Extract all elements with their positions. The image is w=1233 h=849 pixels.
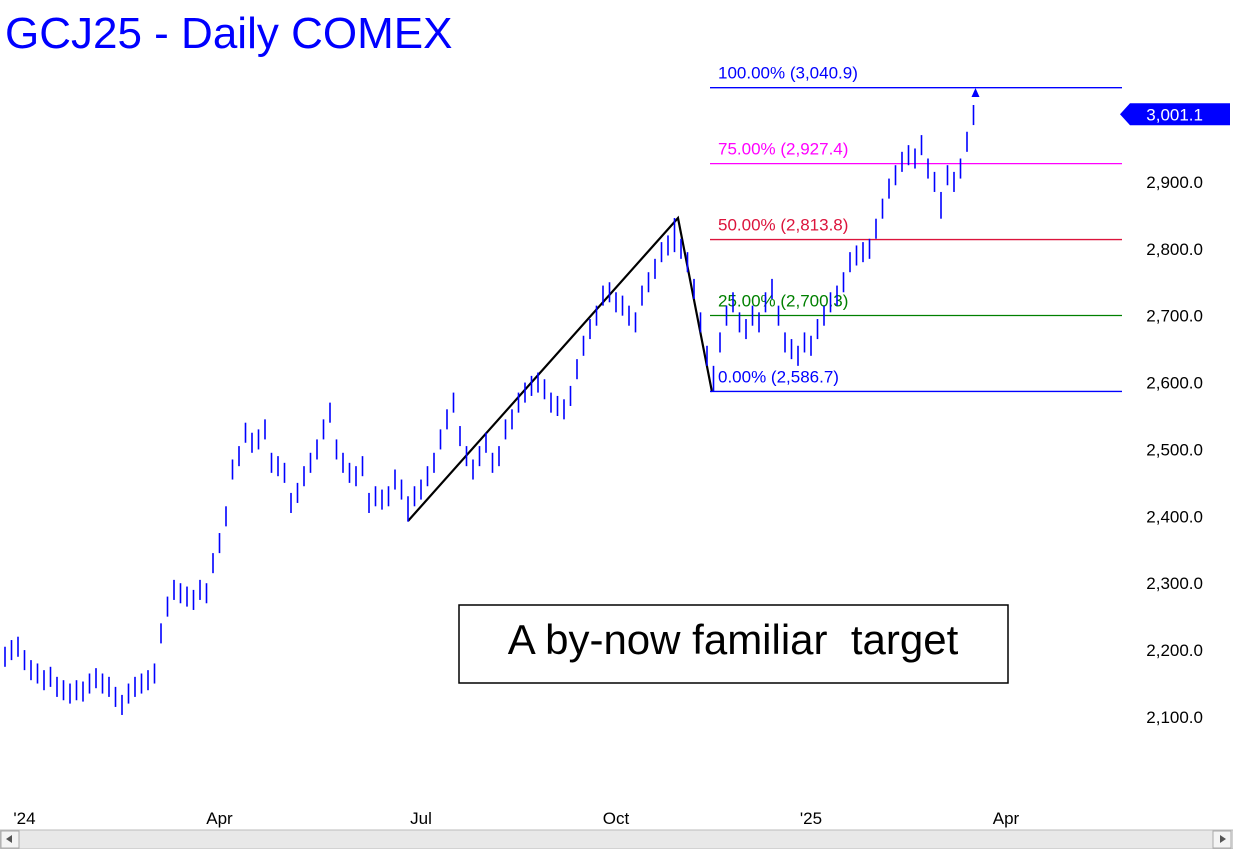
chart-title: GCJ25 - Daily COMEX xyxy=(5,9,452,58)
x-tick-label: '25 xyxy=(800,809,822,828)
y-tick-label: 2,900.0 xyxy=(1146,173,1203,192)
annotation: A by-now familiar target xyxy=(508,616,959,663)
annotation-box xyxy=(458,604,1009,684)
fib-label: 75.00% (2,927.4) xyxy=(718,140,848,159)
y-tick-label: 2,800.0 xyxy=(1146,240,1203,259)
y-tick-label: 2,700.0 xyxy=(1146,307,1203,326)
y-tick-label: 2,100.0 xyxy=(1146,708,1203,727)
fib-label: 50.00% (2,813.8) xyxy=(718,216,848,235)
y-tick-label: 2,400.0 xyxy=(1146,507,1203,526)
pattern-line xyxy=(407,215,714,522)
x-tick-label: Jul xyxy=(410,809,432,828)
target-marker xyxy=(971,88,980,97)
y-tick-label: 2,300.0 xyxy=(1146,574,1203,593)
fib-label: 100.00% (3,040.9) xyxy=(718,64,858,83)
x-tick-label: Apr xyxy=(206,809,233,828)
fib-label: 25.00% (2,700.3) xyxy=(718,291,848,310)
scroll-right-arrow xyxy=(1220,835,1226,843)
x-tick-label: Oct xyxy=(603,809,630,828)
y-tick-label: 2,200.0 xyxy=(1146,641,1203,660)
fib-label: 0.00% (2,586.7) xyxy=(718,367,839,386)
y-tick-label: 2,500.0 xyxy=(1146,440,1203,459)
y-tick-label: 2,600.0 xyxy=(1146,374,1203,393)
x-tick-label: '24 xyxy=(13,809,35,828)
last-price-label: 3,001.1 xyxy=(1146,105,1203,124)
scroll-left-arrow xyxy=(6,835,12,843)
scrollbar[interactable] xyxy=(0,829,1233,849)
x-tick-label: Apr xyxy=(993,809,1020,828)
last-price-tag xyxy=(1120,103,1230,126)
